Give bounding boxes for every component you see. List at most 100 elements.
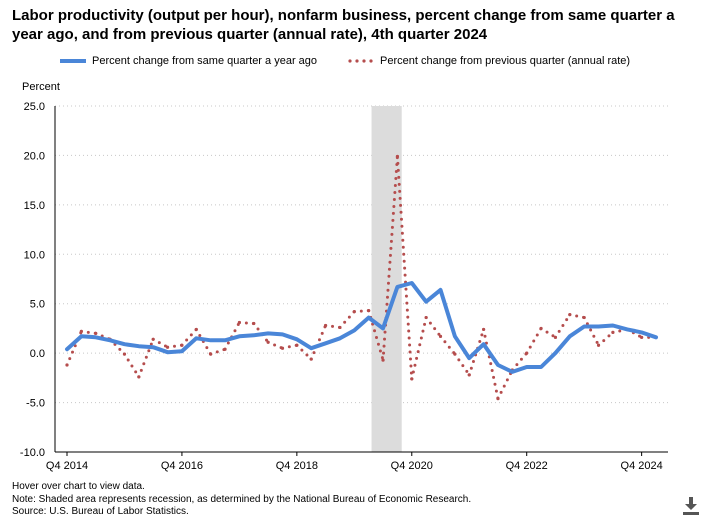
series-previous-quarter-point bbox=[367, 309, 371, 313]
series-previous-quarter-segment bbox=[568, 313, 586, 320]
legend-item-previous-quarter[interactable]: Percent change from previous quarter (an… bbox=[348, 55, 630, 67]
y-tick-label: -10.0 bbox=[20, 447, 45, 459]
series-previous-quarter-point bbox=[94, 331, 98, 335]
series-previous-quarter-segment bbox=[352, 309, 371, 314]
series-previous-quarter-segment bbox=[625, 327, 644, 339]
legend-solid-line-icon bbox=[60, 59, 86, 63]
series-previous-quarter-segment bbox=[367, 309, 385, 362]
series-previous-quarter-segment bbox=[79, 329, 98, 335]
series-previous-quarter-point bbox=[410, 377, 414, 381]
series-previous-quarter-point bbox=[165, 345, 170, 349]
series-previous-quarter-segment bbox=[582, 316, 601, 347]
series-previous-quarter-point bbox=[266, 340, 270, 344]
series-previous-quarter-point bbox=[338, 325, 342, 330]
series-previous-quarter-point bbox=[453, 352, 457, 356]
series-previous-quarter-point bbox=[352, 310, 356, 314]
series-previous-quarter-segment bbox=[597, 330, 615, 347]
series-previous-quarter-segment bbox=[410, 316, 428, 381]
series-previous-quarter-segment bbox=[539, 326, 557, 339]
y-axis-label: Percent bbox=[22, 81, 60, 93]
x-tick-label: Q4 2020 bbox=[391, 460, 433, 472]
series-previous-quarter-segment bbox=[122, 352, 141, 379]
series-previous-quarter-segment bbox=[611, 327, 629, 334]
x-tick-label: Q4 2016 bbox=[161, 460, 203, 472]
series-previous-quarter-point bbox=[640, 335, 644, 339]
series-previous-quarter-segment bbox=[424, 316, 443, 338]
series-previous-quarter-point bbox=[582, 315, 586, 320]
series-previous-quarter-point bbox=[395, 154, 400, 159]
series-previous-quarter-point bbox=[79, 329, 83, 333]
series-previous-quarter-point bbox=[323, 323, 328, 328]
series-previous-quarter-segment bbox=[237, 320, 256, 325]
footnotes: Hover over chart to view data. Note: Sha… bbox=[12, 481, 471, 519]
x-tick-label: Q4 2018 bbox=[276, 460, 318, 472]
series-previous-quarter-point bbox=[496, 397, 500, 401]
series-previous-quarter-point bbox=[137, 375, 141, 379]
legend-label-year-ago: Percent change from same quarter a year … bbox=[92, 55, 318, 67]
series-previous-quarter-segment bbox=[395, 154, 414, 381]
legend-dotted-line-icon bbox=[348, 59, 373, 63]
series-previous-quarter-point bbox=[424, 315, 428, 320]
series-previous-quarter-point bbox=[525, 351, 529, 355]
y-tick-label: 5.0 bbox=[30, 299, 45, 311]
series-previous-quarter-segment bbox=[266, 340, 284, 350]
series-previous-quarter-point bbox=[151, 337, 155, 341]
series-previous-quarter-point bbox=[180, 343, 184, 347]
legend-item-year-ago[interactable]: Percent change from same quarter a year … bbox=[60, 55, 317, 67]
series-layer bbox=[65, 154, 658, 401]
series-previous-quarter-point bbox=[252, 321, 256, 326]
y-tick-label: 20.0 bbox=[24, 150, 45, 162]
legend-label-previous-quarter: Percent change from previous quarter (an… bbox=[380, 55, 631, 67]
series-previous-quarter-segment bbox=[467, 327, 486, 377]
series-previous-quarter-segment bbox=[482, 327, 500, 401]
series-previous-quarter-point bbox=[611, 330, 615, 334]
series-previous-quarter-point bbox=[194, 327, 198, 332]
series-previous-quarter-segment bbox=[194, 327, 213, 356]
series-previous-quarter-point bbox=[223, 347, 227, 351]
y-tick-label: 25.0 bbox=[24, 101, 45, 113]
series-previous-quarter-point bbox=[381, 358, 385, 362]
series-previous-quarter-point bbox=[596, 343, 601, 347]
series-previous-quarter-segment bbox=[280, 343, 299, 350]
series-previous-quarter-point bbox=[65, 363, 69, 367]
series-previous-quarter-point bbox=[309, 357, 313, 361]
series-previous-quarter-segment bbox=[496, 368, 514, 401]
series-previous-quarter-segment bbox=[324, 323, 342, 329]
series-previous-quarter-point bbox=[553, 335, 558, 339]
series-previous-quarter-segment bbox=[151, 337, 170, 349]
chart-title: Labor productivity (output per hour), no… bbox=[12, 7, 675, 43]
series-previous-quarter-segment bbox=[309, 323, 328, 361]
series-previous-quarter-point bbox=[539, 326, 543, 331]
source-note: Source: U.S. Bureau of Labor Statistics. bbox=[12, 506, 189, 517]
download-icon[interactable] bbox=[682, 496, 700, 516]
series-previous-quarter-segment bbox=[453, 352, 471, 377]
series-previous-quarter-segment bbox=[338, 310, 356, 329]
recession-note: Note: Shaded area represents recession, … bbox=[12, 493, 472, 505]
series-previous-quarter-point bbox=[209, 352, 213, 356]
series-previous-quarter-point bbox=[568, 312, 572, 317]
x-tick-label: Q4 2022 bbox=[506, 460, 548, 472]
y-tick-label: 10.0 bbox=[24, 249, 45, 261]
series-previous-quarter-point bbox=[467, 373, 471, 377]
axes bbox=[54, 106, 668, 453]
series-previous-quarter-point bbox=[295, 343, 299, 347]
series-previous-quarter-segment bbox=[166, 343, 184, 349]
hover-hint: Hover over chart to view data. bbox=[12, 481, 145, 492]
y-tick-label: 0.0 bbox=[30, 348, 45, 360]
series-previous-quarter-segment bbox=[525, 326, 543, 355]
y-tick-label: -5.0 bbox=[26, 398, 45, 410]
series-previous-quarter-segment bbox=[223, 320, 241, 351]
x-tick-labels: Q4 2014 Q4 2016 Q4 2018 Q4 2020 Q4 2022 Q4 20… bbox=[46, 452, 663, 472]
y-tick-labels: 25.0 20.0 15.0 10.0 5.0 0.0 -5.0 -10.0 bbox=[20, 101, 45, 459]
series-previous-quarter-segment bbox=[65, 329, 83, 367]
series-previous-quarter-segment bbox=[252, 321, 270, 344]
series-year-ago-line bbox=[65, 281, 658, 374]
y-tick-label: 15.0 bbox=[24, 200, 45, 212]
series-previous-quarter-segment bbox=[439, 334, 457, 356]
series-previous-quarter-point bbox=[280, 346, 285, 350]
series-previous-quarter-point bbox=[438, 334, 443, 338]
series-previous-quarter-segment bbox=[209, 347, 227, 356]
line-chart[interactable]: Percent 25.020.015.010.05.00.0-5.0-10.0 … bbox=[0, 0, 708, 478]
series-previous-quarter-segment bbox=[553, 313, 572, 339]
series-previous-quarter-point bbox=[237, 320, 241, 325]
